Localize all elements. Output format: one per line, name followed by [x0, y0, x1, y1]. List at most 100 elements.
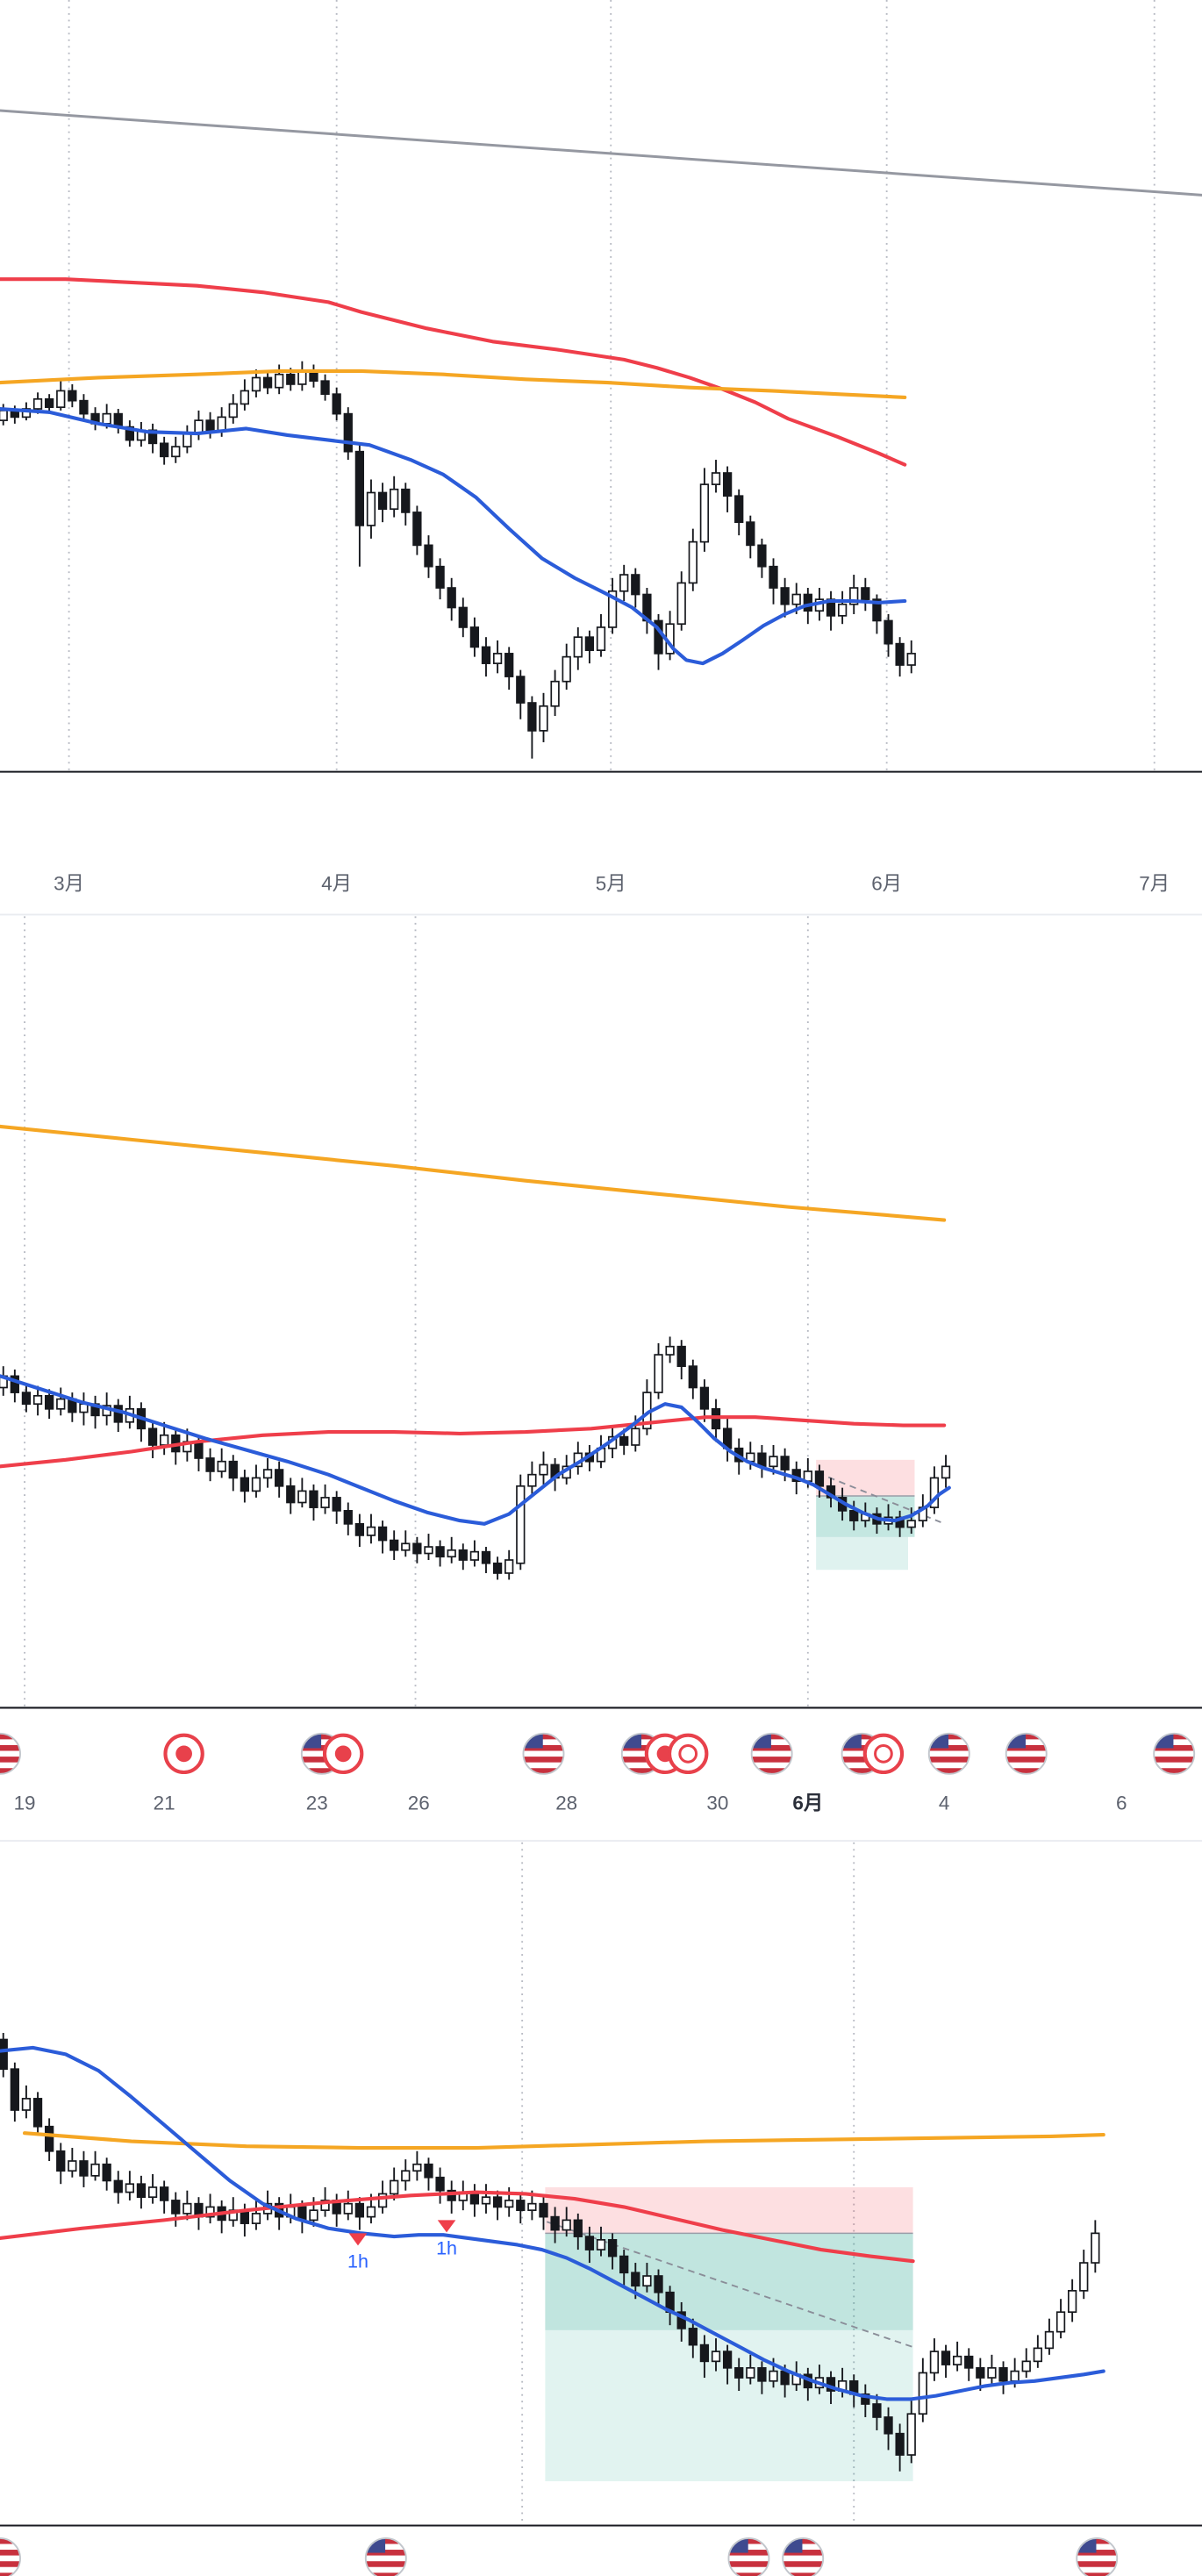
event-icon-flag[interactable] [1005, 1733, 1048, 1776]
x-axis-label[interactable]: 19 [14, 1792, 36, 1814]
event-icon-flag[interactable] [1076, 2537, 1119, 2576]
x-axis-label[interactable]: 6 [1116, 1792, 1127, 1814]
candle-down [504, 653, 514, 677]
candle-down [10, 1375, 19, 1393]
candle-down [780, 2370, 790, 2386]
candle-up [32, 1395, 43, 1406]
candle-up [251, 376, 261, 392]
candle-up [68, 2160, 77, 2172]
candle-up [297, 370, 307, 385]
candle-down [872, 2403, 882, 2418]
x-axis-label[interactable]: 5月 [596, 872, 626, 894]
event-icon-dot[interactable] [325, 1735, 361, 1772]
candle-up [711, 2351, 721, 2363]
ma-blue [0, 1374, 951, 1526]
candle-down [21, 1392, 32, 1406]
candle-up [906, 2413, 916, 2456]
event-icon-flag[interactable] [1153, 1733, 1196, 1776]
candle-up [619, 574, 629, 592]
ma-orange [0, 369, 907, 399]
candle-down [676, 2311, 686, 2329]
event-icon-flag[interactable] [927, 1733, 970, 1776]
candle-down [631, 574, 640, 596]
candle-down [113, 1405, 123, 1423]
candle-up [56, 1398, 66, 1410]
candle-down [113, 2179, 123, 2193]
event-icon-flag[interactable] [0, 1733, 21, 1776]
x-axis-label[interactable]: 3月 [54, 872, 84, 894]
risk-zone[interactable] [545, 2186, 913, 2234]
candle-up [182, 433, 192, 447]
candle-up [527, 1473, 537, 1487]
candle-up [0, 410, 8, 421]
candle-down [412, 512, 422, 547]
candle-down [734, 2366, 744, 2379]
candle-down [492, 2196, 503, 2208]
candle-up [182, 2202, 192, 2215]
candle-up [504, 2200, 514, 2208]
x-axis-label[interactable]: 26 [408, 1792, 430, 1814]
event-icon-flag[interactable] [0, 2537, 21, 2576]
candle-up [160, 1434, 169, 1446]
x-axis-label[interactable]: 30 [706, 1792, 728, 1814]
candle-up [918, 2372, 927, 2415]
event-icon-flag[interactable] [364, 2537, 407, 2576]
trend-dashed-line[interactable] [546, 2221, 917, 2350]
candle-down [619, 1435, 629, 1446]
x-axis-label[interactable]: 4 [939, 1792, 949, 1814]
candle-up [390, 488, 399, 511]
candle-up [596, 2238, 606, 2250]
event-icon-flag[interactable] [782, 2537, 825, 2576]
x-axis-label[interactable]: 21 [154, 1792, 175, 1814]
candle-up [562, 655, 571, 683]
candle-down [435, 565, 445, 589]
candle-down [722, 472, 733, 497]
x-axis-label[interactable]: 28 [555, 1792, 577, 1814]
event-icon-flag[interactable] [522, 1733, 565, 1776]
candle-down [458, 1549, 468, 1561]
candle-down [125, 426, 135, 441]
x-axis-label[interactable]: 6月 [871, 872, 902, 894]
candle-down [401, 488, 411, 513]
event-icon-ring[interactable] [669, 1735, 706, 1772]
profit-zone[interactable] [545, 2233, 913, 2330]
candle-up [573, 636, 583, 658]
candle-up [228, 403, 238, 419]
candle-down [550, 2215, 560, 2231]
candle-down [814, 1470, 825, 1487]
marker-label: 1h [347, 2251, 368, 2272]
candle-up [607, 590, 618, 628]
candle-up [906, 1520, 916, 1528]
event-icon-dot[interactable] [165, 1735, 202, 1772]
event-icon-flag[interactable] [727, 2537, 770, 2576]
candle-down [746, 521, 755, 547]
candle-up [929, 2351, 940, 2374]
sell-marker-icon[interactable] [348, 2233, 368, 2246]
candle-down [377, 1526, 388, 1542]
x-axis-label[interactable]: 6月 [792, 1792, 823, 1814]
x-axis-label[interactable]: 23 [306, 1792, 328, 1814]
x-axis-label[interactable]: 7月 [1139, 872, 1170, 894]
candle-down [458, 606, 468, 628]
candle-up [688, 540, 698, 584]
candle-down [147, 1428, 158, 1446]
candle-up [469, 1550, 480, 1561]
candle-up [320, 1497, 330, 1508]
candle-down [516, 676, 526, 704]
profit-zone-extended[interactable] [816, 1536, 908, 1571]
candle-up [147, 2186, 158, 2199]
event-icon-flag[interactable] [750, 1733, 793, 1776]
candle-up [481, 2196, 491, 2205]
candle-down [688, 1365, 698, 1389]
candle-up [262, 1469, 273, 1479]
candle-up [171, 446, 181, 458]
candle-up [275, 373, 284, 389]
candle-up [550, 680, 560, 707]
event-icon-ring[interactable] [865, 1735, 902, 1772]
candle-down [424, 2163, 433, 2179]
candle-down [861, 2393, 870, 2405]
sell-marker-icon[interactable] [437, 2220, 456, 2233]
candle-up [412, 2163, 422, 2172]
x-axis-label[interactable]: 4月 [321, 872, 352, 894]
